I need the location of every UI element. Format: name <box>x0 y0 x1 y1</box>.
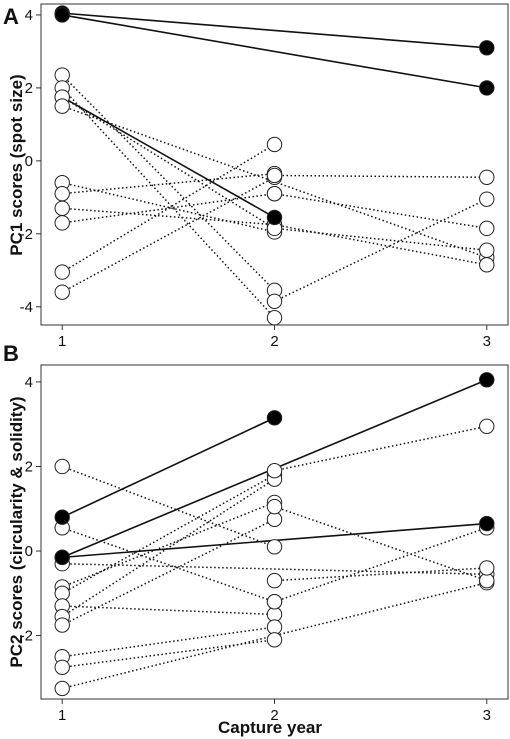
panel-b-dotted-line <box>274 505 488 582</box>
panel-b-dotted-line <box>61 527 275 603</box>
panel-a-filled-point <box>54 7 70 23</box>
panel-a-open-point <box>54 264 70 280</box>
panel-b-filled-point <box>266 410 283 426</box>
panel-a-open-point <box>54 67 70 83</box>
panel-a-filled-point <box>266 209 283 226</box>
panel-a-solid-line <box>62 12 487 49</box>
panel-a-dotted-line <box>274 198 488 302</box>
panel-b-open-point <box>266 572 283 589</box>
panel-b-x-tick-label: 3 <box>483 707 491 724</box>
panel-a-ticks: -4 -2 0 2 4 1 2 3 <box>20 7 491 350</box>
panel-a-x-tick-label: 1 <box>58 333 66 350</box>
panel-a-solid-line <box>61 96 275 219</box>
panel-a-open-point <box>266 185 283 202</box>
panel-a-solid-line <box>62 14 487 89</box>
panel-b-open-point <box>54 617 70 633</box>
panel-a-y-tick-label: 4 <box>25 7 33 24</box>
panel-a-x-tick-label: 2 <box>270 333 278 350</box>
panel-b-points <box>54 372 495 697</box>
panel-a-open-point <box>479 242 495 258</box>
panel-a-open-point <box>54 284 70 300</box>
panel-a-open-point <box>266 293 283 309</box>
panel-b-open-point <box>266 594 283 610</box>
panel-b-open-point <box>479 418 495 435</box>
panel-b-label: B <box>3 341 19 366</box>
panel-a-open-point <box>54 98 70 114</box>
panel-b-open-point <box>266 462 283 479</box>
panel-b-y-axis-title: PC2 scores (circularity & solidity) <box>7 396 26 667</box>
panel-b-dotted-line <box>274 527 488 603</box>
panel-a-y-tick-label: -4 <box>20 299 33 316</box>
panel-a-dotted-line <box>61 143 275 273</box>
panel-a-lines <box>61 12 488 319</box>
panel-a-open-point <box>479 257 495 273</box>
panel-b-dotted-line <box>62 605 275 616</box>
panel-a-filled-point <box>479 80 495 96</box>
panel-b-y-tick-label: 0 <box>25 543 33 560</box>
panel-b-filled-point <box>479 372 495 388</box>
panel-a-points <box>54 5 495 326</box>
panel-b-open-point <box>266 498 283 515</box>
panel-a-label: A <box>3 4 19 29</box>
panel-a-open-point <box>266 310 283 326</box>
panel-a-x-tick-label: 3 <box>483 333 491 350</box>
panel-a-open-point <box>479 169 495 185</box>
panel-b-open-point <box>54 659 70 675</box>
panel-a-dotted-line <box>61 87 276 319</box>
panel-b-solid-line <box>61 417 275 518</box>
panel-a-open-point <box>54 200 70 216</box>
panel-b-filled-point <box>54 509 70 525</box>
panel-b-open-point <box>54 458 70 475</box>
panel-a-filled-point <box>479 40 495 56</box>
panel-a-y-axis-title: PC1 scores (spot size) <box>7 74 26 255</box>
x-axis-title: Capture year <box>218 718 322 737</box>
panel-b-y-tick-label: -2 <box>20 628 33 645</box>
panel-b-open-point <box>479 560 495 576</box>
panel-a: A PC1 scores (spot size) -4 -2 0 2 4 1 2 3 <box>3 3 509 350</box>
panel-a-dotted-line <box>274 223 487 266</box>
panel-b-dotted-line <box>274 425 487 472</box>
panel-a-dotted-line <box>62 207 275 226</box>
panel-a-dotted-line <box>274 174 487 179</box>
panel-b-x-tick-label: 1 <box>58 707 66 724</box>
panel-b-dotted-line <box>274 567 487 582</box>
panel-b-filled-point <box>54 549 70 566</box>
panel-a-open-point <box>54 215 70 231</box>
panel-b-y-tick-label: 2 <box>25 458 33 475</box>
panel-b-dotted-line <box>61 465 275 548</box>
panel-a-open-point <box>266 136 283 153</box>
panel-b-open-point <box>266 632 283 648</box>
panel-b-open-point <box>54 680 70 697</box>
panel-b-dotted-line <box>61 474 275 594</box>
panel-b-ticks: -2 0 2 4 1 2 3 <box>20 374 491 724</box>
panel-b-x-tick-label: 2 <box>270 707 278 724</box>
panel-b-filled-point <box>479 515 495 532</box>
panel-b-y-tick-label: 4 <box>25 374 33 391</box>
panel-a-open-point <box>479 220 495 237</box>
panel-a-dotted-line <box>62 182 275 233</box>
panel-b-dotted-line <box>62 582 487 690</box>
panel-a-y-tick-label: 0 <box>25 153 33 170</box>
panel-a-open-point <box>266 167 283 184</box>
panel-a-y-tick-label: -2 <box>20 226 33 243</box>
panel-a-y-tick-label: 2 <box>25 80 33 97</box>
panel-a-dotted-line <box>61 96 275 229</box>
panel-b-dotted-line <box>62 562 487 576</box>
panel-b: B PC2 scores (circularity & solidity) -2… <box>3 341 509 724</box>
panel-b-open-point <box>266 539 283 555</box>
panel-a-open-point <box>54 185 70 202</box>
panel-a-open-point <box>479 191 495 207</box>
